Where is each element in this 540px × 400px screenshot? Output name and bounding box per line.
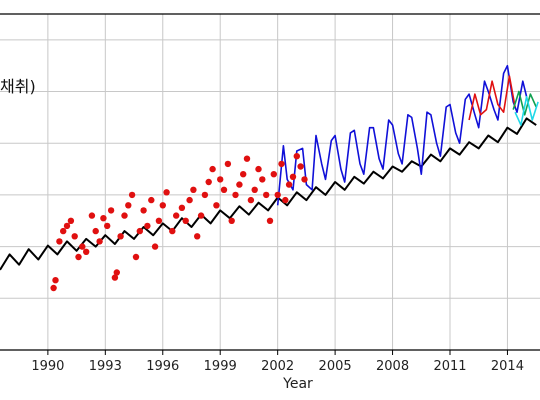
plot-area — [0, 64, 539, 292]
data-point — [274, 191, 281, 199]
x-tick-label: 1996 — [146, 359, 179, 374]
data-point — [155, 217, 163, 224]
data-point — [144, 222, 151, 230]
series-green-line — [512, 90, 537, 116]
data-point — [111, 274, 119, 281]
data-point — [285, 181, 293, 188]
data-point — [224, 160, 232, 168]
series-trend — [0, 117, 537, 271]
data-point — [217, 176, 224, 183]
data-point — [113, 269, 121, 276]
data-point — [56, 238, 63, 245]
data-point — [205, 178, 212, 186]
data-point — [104, 222, 111, 230]
data-point — [159, 202, 166, 209]
data-point — [182, 217, 189, 224]
data-point — [240, 171, 247, 178]
data-point — [92, 227, 99, 235]
data-point — [63, 222, 71, 230]
data-point — [293, 153, 300, 160]
data-point — [140, 207, 147, 214]
series-red-line — [468, 75, 516, 121]
data-point — [136, 227, 143, 235]
data-point — [190, 186, 197, 193]
data-point — [282, 196, 289, 204]
data-point — [148, 196, 155, 204]
data-point — [263, 191, 270, 199]
data-point — [100, 215, 107, 222]
data-point — [232, 191, 239, 199]
data-point — [75, 253, 82, 261]
data-point — [194, 233, 201, 240]
data-point — [209, 165, 216, 173]
data-point — [236, 181, 243, 188]
data-point — [96, 238, 103, 245]
data-point — [60, 227, 67, 235]
x-tick-label: 2002 — [261, 359, 294, 374]
data-point — [270, 171, 277, 178]
data-point — [163, 189, 170, 196]
data-point — [121, 212, 128, 219]
data-point — [289, 173, 297, 180]
data-point — [243, 155, 251, 162]
data-point — [79, 243, 86, 250]
data-point — [297, 163, 304, 170]
data-point — [247, 196, 255, 204]
x-tick-label: 2005 — [319, 359, 352, 374]
data-point — [132, 253, 140, 261]
legend-fragment: 채취) — [0, 77, 36, 96]
series-cyan-line — [514, 95, 539, 126]
x-tick-label: 1999 — [204, 359, 237, 374]
data-point — [151, 243, 159, 250]
data-point — [255, 165, 262, 173]
data-point — [125, 202, 132, 209]
data-point — [169, 227, 176, 235]
data-point — [251, 186, 258, 193]
data-point — [197, 212, 205, 219]
x-tick-label: 2011 — [433, 359, 466, 374]
series-blue-line — [276, 64, 528, 206]
data-point — [88, 212, 96, 219]
data-point — [213, 202, 220, 209]
data-point — [301, 176, 308, 183]
data-point — [52, 277, 59, 284]
data-point — [178, 204, 186, 211]
data-point — [228, 217, 235, 224]
data-point — [50, 284, 57, 292]
data-point — [71, 233, 78, 240]
data-point — [220, 186, 228, 193]
x-tick-label: 2008 — [376, 359, 409, 374]
x-ticks: 1990 1993 1996 1999 2002 2005 2008 2011 2014 — [31, 350, 524, 374]
data-point — [259, 176, 266, 183]
data-point — [67, 217, 75, 224]
x-tick-label: 1990 — [31, 359, 64, 374]
data-point — [186, 196, 193, 204]
x-axis-label: Year — [282, 376, 313, 392]
x-tick-label: 1993 — [89, 359, 122, 374]
data-point — [83, 248, 90, 255]
data-point — [266, 217, 274, 224]
x-tick-label: 2014 — [491, 359, 524, 374]
data-point — [201, 191, 209, 199]
data-point — [107, 207, 115, 214]
data-point — [173, 212, 180, 219]
data-point — [128, 191, 136, 199]
data-point — [117, 233, 124, 240]
data-point — [278, 160, 285, 168]
